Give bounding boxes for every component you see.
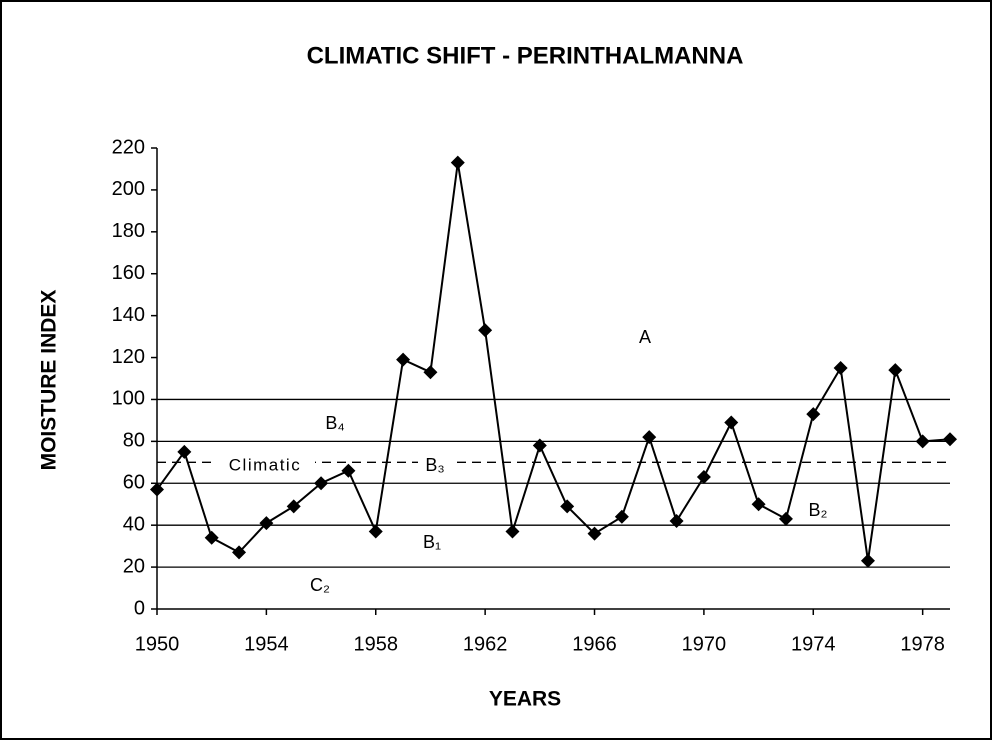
data-point	[560, 499, 575, 514]
y-tick-label: 80	[123, 430, 145, 452]
data-point	[642, 430, 657, 445]
y-tick-label: 60	[123, 472, 145, 494]
x-tick-label: 1978	[900, 633, 945, 655]
data-point	[150, 482, 164, 497]
annotation-bg	[628, 326, 662, 350]
annotation: B₁	[423, 532, 441, 552]
data-point	[532, 438, 547, 453]
data-point	[232, 545, 247, 560]
annotation-bg	[318, 412, 352, 436]
data-point	[915, 434, 930, 449]
annotation: C₂	[310, 575, 330, 595]
x-axis-label: YEARS	[489, 688, 561, 711]
y-tick-label: 40	[123, 513, 145, 535]
annotation-bg	[415, 531, 449, 555]
data-point	[204, 530, 219, 545]
annotation-bg	[801, 499, 835, 523]
y-tick-label: 120	[112, 346, 145, 368]
data-point	[587, 526, 602, 541]
data-point	[833, 361, 848, 376]
chart-title: CLIMATIC SHIFT - PERINTHALMANNA	[307, 42, 744, 69]
annotation-bg	[215, 454, 315, 478]
data-point	[806, 407, 821, 422]
data-point	[341, 463, 356, 478]
data-point	[423, 365, 438, 380]
x-tick-label: 1966	[572, 633, 617, 655]
data-point	[669, 513, 684, 528]
y-tick-label: 180	[112, 220, 145, 242]
y-axis-label: MOISTURE INDEX	[38, 290, 61, 471]
data-point	[314, 476, 329, 491]
data-point	[860, 553, 875, 568]
x-tick-label: 1970	[682, 633, 727, 655]
annotation: B₃	[425, 455, 444, 475]
annotation-bg	[303, 574, 337, 598]
x-tick-label: 1954	[244, 633, 289, 655]
y-tick-label: 140	[112, 304, 145, 326]
data-point	[177, 444, 192, 459]
x-tick-label: 1958	[354, 633, 399, 655]
y-tick-label: 20	[123, 555, 145, 577]
data-point	[396, 352, 411, 367]
annotation: B₄	[325, 413, 344, 433]
data-point	[778, 511, 793, 526]
data-point	[888, 363, 903, 378]
data-point	[696, 469, 711, 484]
y-tick-label: 220	[112, 136, 145, 158]
y-tick-label: 0	[134, 597, 145, 619]
annotation: A	[639, 327, 651, 347]
data-point	[751, 497, 766, 512]
annotation: Climatic	[229, 455, 301, 474]
x-tick-label: 1962	[463, 633, 508, 655]
x-tick-label: 1950	[135, 633, 180, 655]
data-point	[505, 524, 520, 539]
y-tick-label: 160	[112, 262, 145, 284]
annotation-bg	[418, 454, 452, 478]
y-tick-label: 100	[112, 388, 145, 410]
data-point	[478, 323, 493, 338]
data-line	[156, 162, 951, 561]
data-point	[286, 499, 301, 514]
data-point	[450, 155, 465, 170]
data-point	[614, 509, 629, 524]
annotation: B₂	[809, 500, 828, 520]
y-tick-label: 200	[112, 178, 145, 200]
data-point	[943, 432, 957, 447]
x-tick-label: 1974	[791, 633, 836, 655]
data-point	[368, 524, 383, 539]
data-point	[259, 516, 274, 531]
data-point	[724, 415, 739, 430]
